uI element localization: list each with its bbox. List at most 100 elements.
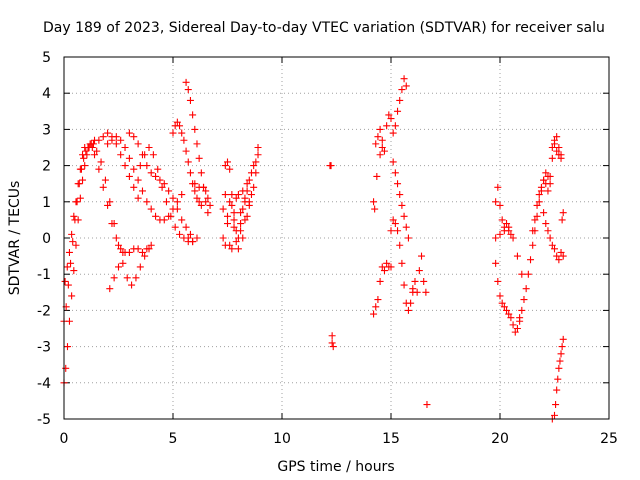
data-point xyxy=(389,129,397,137)
series-b21-2 xyxy=(529,133,565,235)
series-rise-3 xyxy=(61,144,89,285)
x-tick-label: 5 xyxy=(169,431,178,447)
data-point xyxy=(224,212,231,220)
data-point xyxy=(522,285,530,293)
data-point xyxy=(247,191,255,199)
data-point xyxy=(76,165,84,173)
data-point xyxy=(380,147,388,155)
data-point xyxy=(254,144,262,151)
data-point xyxy=(117,151,125,159)
series-b20-3 xyxy=(492,223,526,278)
data-point xyxy=(529,241,537,249)
series-b22-2 xyxy=(548,136,567,224)
data-point xyxy=(398,86,406,94)
x-tick-label: 10 xyxy=(273,431,291,447)
data-point xyxy=(123,274,131,282)
data-point xyxy=(394,180,402,188)
data-point xyxy=(232,238,240,246)
series-b22-3 xyxy=(548,335,567,423)
series-blob-7 xyxy=(219,144,262,249)
data-point xyxy=(115,263,122,271)
x-tick-label: 0 xyxy=(60,431,69,447)
data-point xyxy=(498,216,506,224)
data-point xyxy=(535,191,543,199)
data-point xyxy=(74,180,82,188)
data-point xyxy=(328,332,336,340)
data-point xyxy=(391,169,399,177)
series-b15-1 xyxy=(370,259,395,318)
data-point xyxy=(398,259,406,267)
series-rise-2 xyxy=(60,144,92,325)
data-point xyxy=(128,281,136,289)
y-tick-label: 5 xyxy=(42,50,51,66)
data-point xyxy=(378,263,386,271)
data-point xyxy=(130,133,138,141)
data-point xyxy=(132,274,140,282)
data-point xyxy=(178,191,186,199)
data-point xyxy=(178,129,186,137)
data-point xyxy=(540,176,548,184)
data-point xyxy=(99,183,107,191)
data-point xyxy=(557,350,565,358)
data-point xyxy=(387,263,395,271)
data-point xyxy=(552,401,560,409)
data-point xyxy=(121,144,129,151)
data-point xyxy=(402,223,410,231)
data-point xyxy=(250,162,258,170)
data-point xyxy=(518,270,526,278)
data-point xyxy=(413,288,421,296)
data-point xyxy=(176,230,184,238)
data-point xyxy=(106,198,114,206)
data-point xyxy=(125,172,133,180)
data-point xyxy=(197,169,205,177)
data-point xyxy=(130,165,138,173)
data-point xyxy=(202,198,210,206)
data-point xyxy=(546,234,554,242)
data-point xyxy=(546,172,554,180)
data-point xyxy=(396,191,404,199)
data-point xyxy=(169,129,177,137)
data-point xyxy=(239,234,247,242)
data-point xyxy=(396,241,404,249)
series-tail-3 xyxy=(184,234,201,246)
data-point xyxy=(72,241,80,249)
data-point xyxy=(505,227,513,235)
data-point xyxy=(125,248,133,256)
data-point xyxy=(186,230,194,238)
data-point xyxy=(400,75,408,83)
data-point xyxy=(559,335,567,343)
data-point xyxy=(422,288,430,296)
data-point xyxy=(156,176,164,184)
data-point xyxy=(61,277,69,285)
data-point xyxy=(160,216,168,224)
series-b15-5 xyxy=(389,158,412,242)
data-point xyxy=(115,241,122,249)
data-point xyxy=(143,198,151,206)
data-point xyxy=(63,263,71,271)
data-point xyxy=(110,274,118,282)
data-point xyxy=(193,140,201,148)
series-rise-1 xyxy=(60,140,97,387)
data-point xyxy=(67,259,75,267)
data-point xyxy=(195,198,203,206)
data-point xyxy=(119,248,127,256)
data-point xyxy=(409,285,417,293)
y-tick-label: -4 xyxy=(37,376,51,392)
data-point xyxy=(182,147,190,155)
series-iso-12 xyxy=(326,162,337,351)
data-point xyxy=(64,281,72,289)
data-point xyxy=(230,216,238,224)
data-point xyxy=(554,375,562,383)
series-arc-b xyxy=(88,144,153,289)
data-point xyxy=(389,216,397,224)
series-arc-c xyxy=(91,129,142,202)
data-point xyxy=(555,151,563,159)
series-b15-2 xyxy=(372,75,410,155)
data-point xyxy=(544,187,552,195)
data-point xyxy=(226,198,234,206)
data-point xyxy=(143,162,151,170)
data-point xyxy=(230,209,238,217)
data-point xyxy=(398,201,406,209)
data-point xyxy=(507,314,515,322)
data-point xyxy=(141,252,149,260)
